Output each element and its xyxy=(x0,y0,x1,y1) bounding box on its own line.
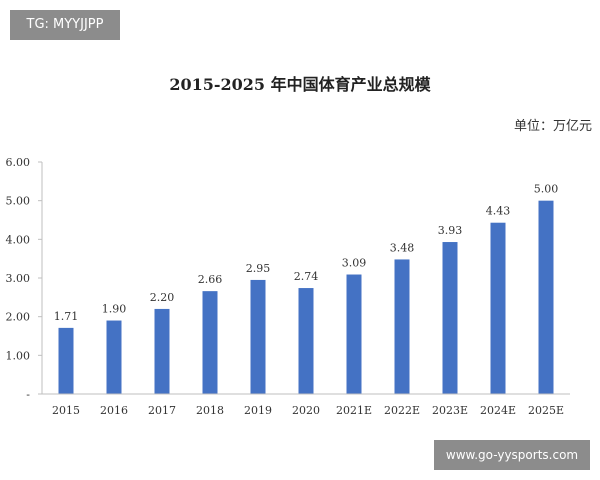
unit-label: 单位：万亿元 xyxy=(514,119,592,134)
x-tick-label-2023E: 2023E xyxy=(432,404,468,417)
bar-2017 xyxy=(154,308,170,394)
chart-title: 2015-2025 年中国体育产业总规模 xyxy=(169,75,431,94)
bar-2018 xyxy=(202,291,218,394)
x-tick-label-2017: 2017 xyxy=(148,404,176,417)
x-tick-label-2025E: 2025E xyxy=(528,404,564,417)
bar-2025E xyxy=(538,200,554,394)
data-label-2015: 1.71 xyxy=(54,310,79,323)
y-tick-label: 4.00 xyxy=(6,233,31,246)
bar-2016 xyxy=(106,320,122,394)
data-label-2018: 2.66 xyxy=(198,273,223,286)
data-labels-group: 1.71 1.90 2.20 2.66 2.95 2.74 3.09 3.48 3.93 4.43… xyxy=(54,183,559,323)
bar-2015 xyxy=(58,327,74,394)
watermark-top: TG: MYYJJPP xyxy=(10,10,120,40)
y-axis: - 1.00 2.00 3.00 4.00 5.00 6.00 xyxy=(6,156,43,401)
x-tick-label-2021E: 2021E xyxy=(336,404,372,417)
data-label-2025E: 5.00 xyxy=(534,183,559,196)
data-label-2023E: 3.93 xyxy=(438,224,463,237)
y-tick-label: 5.00 xyxy=(6,195,31,208)
x-axis: 2015 2016 2017 2018 2019 2020 2021E 2022E 2023E 2… xyxy=(42,393,570,417)
x-tick-label-2020: 2020 xyxy=(292,404,320,417)
bar-2020 xyxy=(298,288,314,394)
y-tick-label: 1.00 xyxy=(6,349,31,362)
x-tick-label-2018: 2018 xyxy=(196,404,224,417)
data-label-2016: 1.90 xyxy=(102,303,127,316)
data-label-2019: 2.95 xyxy=(246,262,271,275)
bar-2024E xyxy=(490,222,506,394)
watermark-bottom: www.go-yysports.com xyxy=(434,440,590,470)
y-tick-label: 2.00 xyxy=(6,311,31,324)
y-tick-label: - xyxy=(26,388,30,401)
x-tick-label-2019: 2019 xyxy=(244,404,272,417)
bar-2019 xyxy=(250,279,266,394)
data-label-2024E: 4.43 xyxy=(486,205,511,218)
x-tick-label-2024E: 2024E xyxy=(480,404,516,417)
data-label-2020: 2.74 xyxy=(294,270,319,283)
bar-2022E xyxy=(394,259,410,394)
bars-group xyxy=(58,200,554,394)
data-label-2017: 2.20 xyxy=(150,291,175,304)
bar-2023E xyxy=(442,242,458,394)
bar-2021E xyxy=(346,274,362,394)
y-tick-label: 3.00 xyxy=(6,272,31,285)
y-tick-label: 6.00 xyxy=(6,156,31,169)
x-tick-label-2016: 2016 xyxy=(100,404,128,417)
data-label-2021E: 3.09 xyxy=(342,257,367,270)
x-tick-label-2022E: 2022E xyxy=(384,404,420,417)
x-tick-label-2015: 2015 xyxy=(52,404,80,417)
data-label-2022E: 3.48 xyxy=(390,241,415,254)
